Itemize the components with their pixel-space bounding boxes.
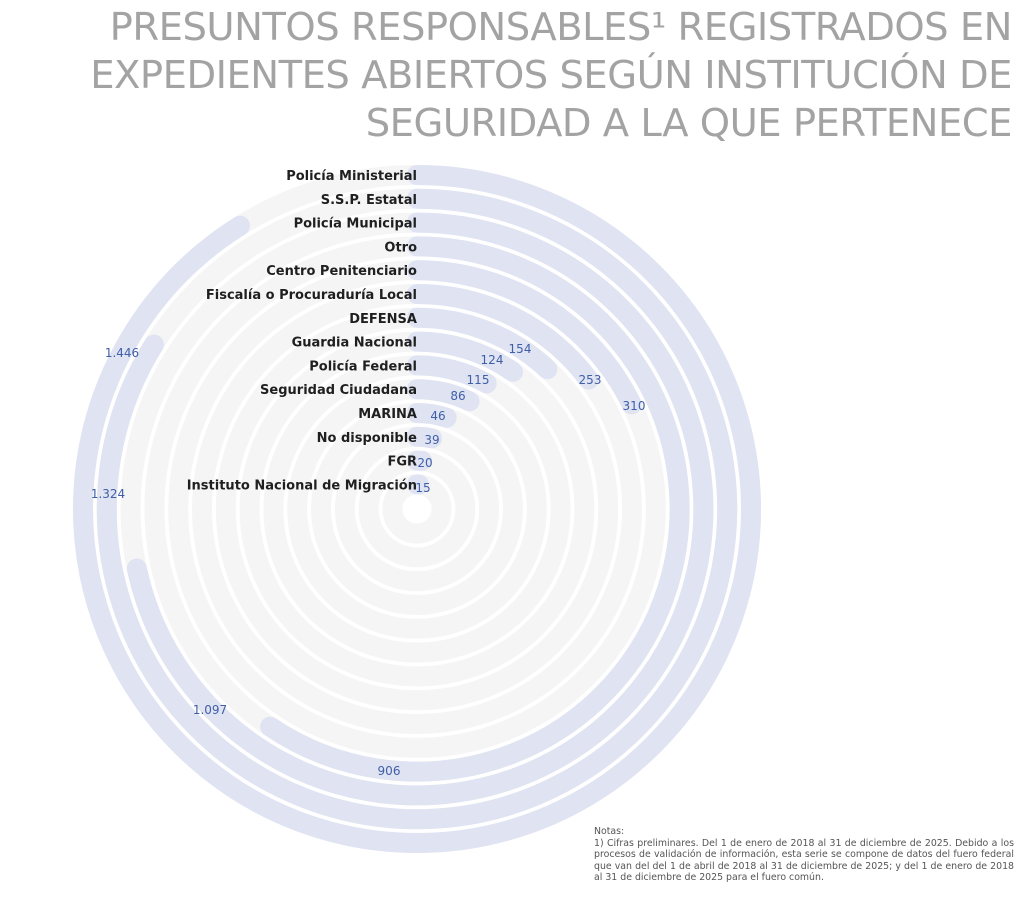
ring-bar	[407, 307, 558, 380]
value-label: 253	[579, 373, 602, 387]
value-label: 906	[378, 764, 401, 778]
value-label: 124	[481, 353, 504, 367]
category-label: Fiscalía o Procuraduría Local	[206, 288, 417, 303]
category-label: Seguridad Ciudadana	[260, 383, 417, 398]
category-label: Instituto Nacional de Migración	[187, 478, 417, 493]
category-label: MARINA	[358, 407, 417, 422]
category-label: Policía Ministerial	[286, 169, 417, 184]
value-label: 39	[424, 433, 439, 447]
category-label: No disponible	[317, 431, 418, 446]
ring-bar	[73, 165, 761, 853]
ring-bar	[407, 403, 457, 428]
ring-bar	[96, 188, 738, 830]
value-label: 1.446	[105, 346, 139, 360]
category-label: Guardia Nacional	[292, 336, 417, 351]
category-label: Centro Penitenciario	[266, 264, 417, 279]
ring-bar	[126, 212, 714, 806]
ring-track	[287, 379, 547, 639]
notes: Notas: 1) Cifras preliminares. Del 1 de …	[594, 826, 1014, 884]
notes-heading: Notas:	[594, 826, 625, 837]
category-label: Policía Federal	[309, 359, 417, 374]
ring-bar	[407, 260, 642, 415]
value-label: 46	[430, 409, 445, 423]
value-label: 86	[450, 389, 465, 403]
ring-bar	[260, 236, 690, 782]
ring-bar	[407, 284, 599, 390]
ring-bar	[407, 331, 524, 382]
ring-bar	[407, 379, 480, 412]
value-label: 1.097	[193, 703, 227, 717]
value-label: 154	[509, 342, 532, 356]
category-label: Policía Municipal	[294, 217, 417, 232]
ring-bar	[407, 355, 497, 394]
value-label: 310	[623, 399, 646, 413]
category-labels: Policía Ministerial S.S.P. Estatal Policía…	[187, 169, 417, 493]
value-label: 115	[467, 373, 490, 387]
value-label: 20	[417, 456, 432, 470]
title-line: PRESUNTOS RESPONSABLES¹ REGISTRADOS EN	[109, 5, 1013, 50]
value-label: 1.324	[91, 487, 125, 501]
value-label: 15	[415, 481, 430, 495]
category-label: DEFENSA	[349, 312, 417, 327]
category-label: S.S.P. Estatal	[321, 193, 417, 208]
page-title: PRESUNTOS RESPONSABLES¹ REGISTRADOS EN E…	[2, 4, 1012, 148]
notes-text: 1) Cifras preliminares. Del 1 de enero d…	[594, 837, 1014, 884]
title-line: SEGURIDAD A LA QUE PERTENECE	[365, 101, 1013, 146]
ring-bars	[73, 165, 761, 853]
title-line: EXPEDIENTES ABIERTOS SEGÚN INSTITUCIÓN D…	[90, 53, 1012, 98]
category-label: Otro	[384, 240, 417, 255]
ring-bar	[407, 426, 443, 449]
category-label: FGR	[387, 455, 417, 470]
